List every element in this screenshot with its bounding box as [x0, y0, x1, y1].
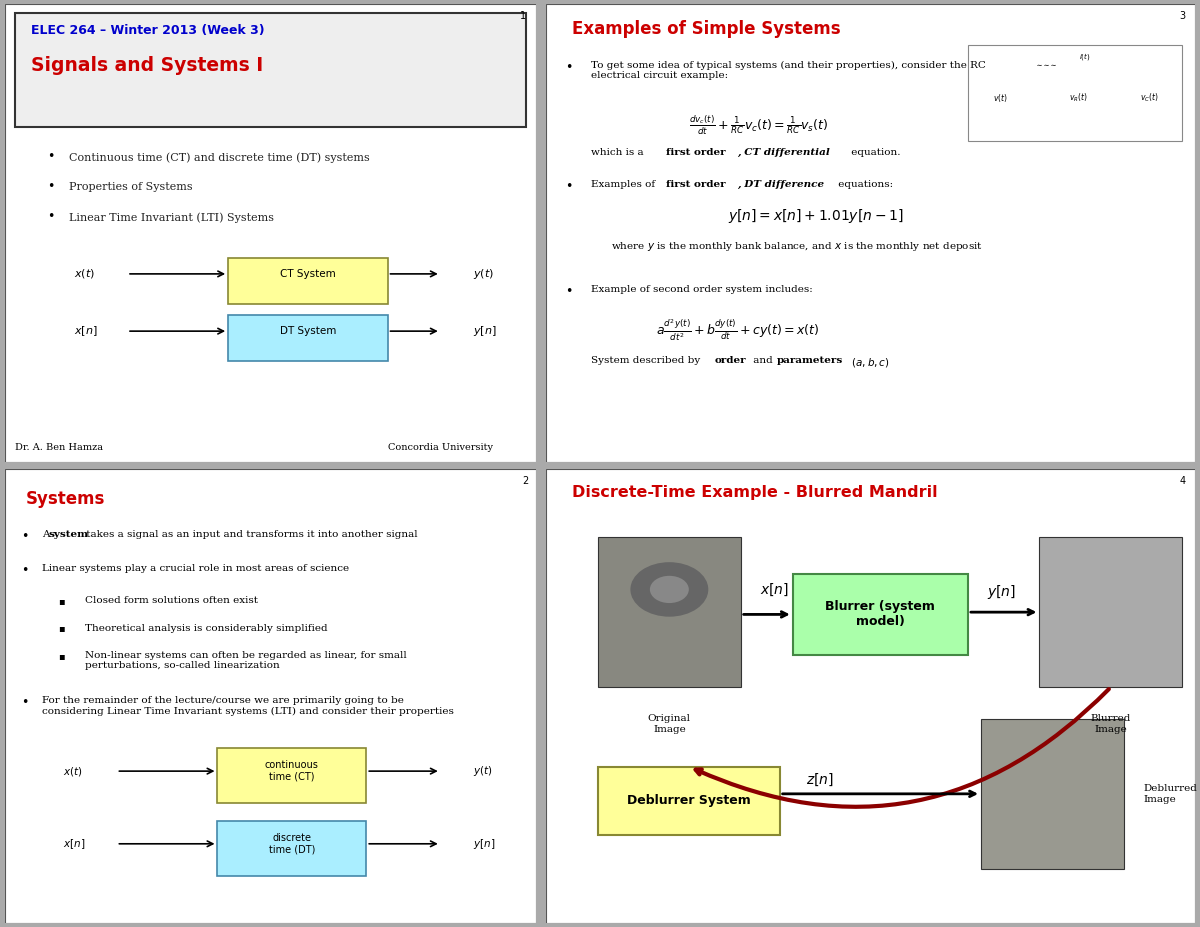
Bar [968, 44, 1182, 141]
Text: where $y$ is the monthly bank balance, and $x$ is the monthly net deposit: where $y$ is the monthly bank balance, a… [611, 239, 983, 252]
Bar [1039, 538, 1182, 687]
Text: Non-linear systems can often be regarded as linear, for small
perturbations, so-: Non-linear systems can often be regarded… [84, 651, 407, 670]
Text: ▪: ▪ [58, 596, 65, 606]
Text: 1: 1 [520, 10, 526, 20]
Text: $v_C(t)$: $v_C(t)$ [1140, 92, 1159, 104]
Text: equations:: equations: [835, 180, 893, 189]
Text: discrete
time (DT): discrete time (DT) [269, 833, 316, 855]
Text: $x(t)$: $x(t)$ [64, 765, 83, 778]
Bar [598, 538, 740, 687]
Text: Dr. A. Ben Hamza: Dr. A. Ben Hamza [16, 443, 103, 452]
Text: $v_R(t)$: $v_R(t)$ [1069, 92, 1087, 104]
Text: •: • [20, 530, 28, 543]
Text: Deblurred
Image: Deblurred Image [1144, 784, 1198, 804]
Text: equation.: equation. [848, 148, 900, 157]
Text: Systems: Systems [26, 489, 106, 507]
Text: $x[n]$: $x[n]$ [64, 837, 85, 851]
Text: ELEC 264 – Winter 2013 (Week 3): ELEC 264 – Winter 2013 (Week 3) [31, 24, 265, 37]
Text: A: A [42, 530, 53, 540]
Text: $y[n]$: $y[n]$ [473, 324, 497, 338]
Text: $x(t)$: $x(t)$ [74, 267, 95, 280]
Text: ▪: ▪ [58, 624, 65, 633]
Text: $y[n]$: $y[n]$ [988, 583, 1016, 601]
Text: Closed form solutions often exist: Closed form solutions often exist [84, 596, 258, 605]
Text: $y[n]=x[n]+1.01y[n-1]$: $y[n]=x[n]+1.01y[n-1]$ [727, 208, 904, 225]
Text: and: and [750, 356, 776, 365]
Text: CT System: CT System [280, 269, 336, 279]
Text: $x[n]$: $x[n]$ [761, 581, 790, 598]
Text: Properties of Systems: Properties of Systems [68, 183, 192, 192]
Text: Linear Time Invariant (LTI) Systems: Linear Time Invariant (LTI) Systems [68, 212, 274, 222]
Text: Examples of: Examples of [592, 180, 659, 189]
Text: •: • [20, 565, 28, 578]
FancyBboxPatch shape [217, 748, 366, 803]
Text: Blurred
Image: Blurred Image [1091, 715, 1130, 734]
Text: •: • [20, 696, 28, 709]
Text: Theoretical analysis is considerably simplified: Theoretical analysis is considerably sim… [84, 624, 328, 632]
Text: •: • [47, 180, 55, 193]
Text: Deblurrer System: Deblurrer System [626, 794, 751, 807]
Text: •: • [47, 150, 55, 163]
FancyBboxPatch shape [793, 574, 968, 655]
Text: $(a, b, c)$: $(a, b, c)$ [848, 356, 889, 369]
Circle shape [650, 576, 689, 603]
Text: , CT differential: , CT differential [738, 148, 830, 157]
Text: first order: first order [666, 180, 726, 189]
Text: system: system [48, 530, 89, 540]
Text: Discrete-Time Example - Blurred Mandril: Discrete-Time Example - Blurred Mandril [572, 485, 937, 500]
Text: Concordia University: Concordia University [388, 443, 492, 452]
Text: order: order [715, 356, 746, 365]
Circle shape [630, 562, 708, 616]
Text: •: • [565, 286, 572, 298]
Text: $i(t)$: $i(t)$ [1079, 51, 1091, 62]
Text: Blurrer (system
model): Blurrer (system model) [826, 601, 935, 629]
Text: which is a: which is a [592, 148, 647, 157]
Text: $y(t)$: $y(t)$ [473, 764, 492, 778]
Text: Continuous time (CT) and discrete time (DT) systems: Continuous time (CT) and discrete time (… [68, 153, 370, 163]
Text: ▪: ▪ [58, 651, 65, 661]
Text: first order: first order [666, 148, 726, 157]
Text: 2: 2 [522, 476, 528, 486]
Text: takes a signal as an input and transforms it into another signal: takes a signal as an input and transform… [84, 530, 418, 540]
Text: $v(t)$: $v(t)$ [994, 92, 1008, 104]
Text: System described by: System described by [592, 356, 704, 365]
Text: Linear systems play a crucial role in most areas of science: Linear systems play a crucial role in mo… [42, 565, 349, 574]
Text: DT System: DT System [280, 326, 336, 337]
Text: 4: 4 [1180, 476, 1186, 486]
Text: Original
Image: Original Image [648, 715, 691, 734]
Bar [16, 13, 526, 127]
Text: $\mathtt{\sim\!\sim\!\sim}$: $\mathtt{\sim\!\sim\!\sim}$ [1034, 58, 1057, 68]
Text: $y[n]$: $y[n]$ [473, 837, 494, 851]
Text: $\frac{dv_c(t)}{dt}+\frac{1}{RC}v_c(t)=\frac{1}{RC}v_s(t)$: $\frac{dv_c(t)}{dt}+\frac{1}{RC}v_c(t)=\… [689, 114, 828, 137]
Text: Example of second order system includes:: Example of second order system includes: [592, 286, 814, 295]
FancyBboxPatch shape [217, 821, 366, 876]
Text: Examples of Simple Systems: Examples of Simple Systems [572, 19, 840, 38]
Text: , DT difference: , DT difference [738, 180, 824, 189]
Bar [980, 719, 1123, 869]
FancyBboxPatch shape [228, 258, 388, 304]
FancyBboxPatch shape [598, 767, 780, 834]
Text: continuous
time (CT): continuous time (CT) [265, 760, 319, 782]
Text: To get some idea of typical systems (and their properties), consider the RC
elec: To get some idea of typical systems (and… [592, 61, 986, 81]
Text: $y(t)$: $y(t)$ [473, 267, 493, 281]
Text: $x[n]$: $x[n]$ [74, 324, 97, 338]
Text: •: • [565, 61, 572, 74]
Text: $a\frac{d^2y(t)}{dt^2}+b\frac{dy(t)}{dt}+cy(t)=x(t)$: $a\frac{d^2y(t)}{dt^2}+b\frac{dy(t)}{dt}… [656, 317, 820, 343]
FancyBboxPatch shape [228, 315, 388, 361]
Text: parameters: parameters [776, 356, 842, 365]
Text: Signals and Systems I: Signals and Systems I [31, 57, 264, 75]
Text: 3: 3 [1180, 10, 1186, 20]
Text: For the remainder of the lecture/course we are primarily going to be
considering: For the remainder of the lecture/course … [42, 696, 454, 716]
Text: •: • [47, 210, 55, 222]
Text: $z[n]$: $z[n]$ [805, 772, 834, 788]
Text: •: • [565, 180, 572, 193]
